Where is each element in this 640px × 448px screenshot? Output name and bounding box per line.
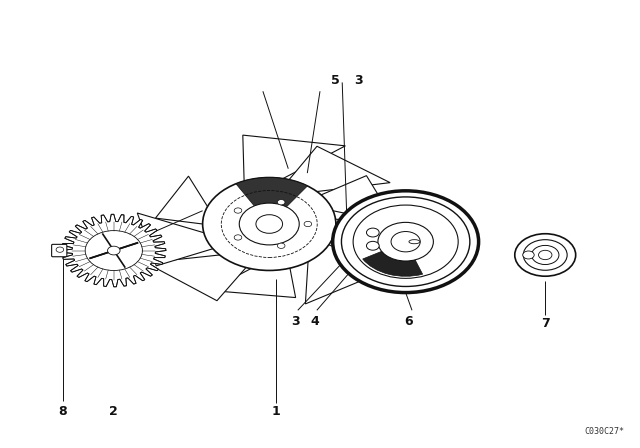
Circle shape (234, 235, 242, 240)
Text: 1: 1 (271, 405, 280, 418)
Circle shape (256, 215, 283, 233)
Polygon shape (62, 214, 166, 287)
Circle shape (524, 240, 567, 270)
Polygon shape (243, 135, 346, 187)
Text: 4: 4 (310, 314, 319, 327)
Circle shape (538, 250, 552, 260)
Text: 8: 8 (59, 405, 67, 418)
Ellipse shape (409, 240, 420, 244)
Circle shape (85, 231, 143, 271)
Polygon shape (284, 146, 390, 193)
Circle shape (108, 246, 120, 255)
Circle shape (353, 205, 458, 278)
Polygon shape (138, 213, 216, 266)
Circle shape (523, 251, 534, 259)
Circle shape (532, 246, 559, 264)
Text: 3: 3 (354, 73, 362, 86)
Circle shape (239, 203, 300, 245)
Polygon shape (333, 219, 403, 275)
Circle shape (378, 222, 433, 261)
Polygon shape (210, 262, 296, 297)
Circle shape (304, 221, 312, 227)
Circle shape (367, 228, 379, 237)
Circle shape (367, 241, 379, 250)
Text: 6: 6 (404, 314, 413, 327)
Wedge shape (363, 242, 422, 276)
FancyBboxPatch shape (52, 244, 67, 257)
Polygon shape (317, 176, 396, 224)
Text: 2: 2 (109, 405, 118, 418)
Text: 3: 3 (292, 314, 300, 327)
Circle shape (277, 199, 285, 205)
Circle shape (277, 243, 285, 249)
Text: C030C27*: C030C27* (584, 427, 625, 436)
Circle shape (203, 177, 336, 271)
Circle shape (56, 247, 64, 252)
Text: 5: 5 (332, 73, 340, 86)
Wedge shape (236, 177, 307, 224)
Text: 7: 7 (541, 317, 550, 330)
Circle shape (391, 232, 420, 252)
Polygon shape (156, 176, 209, 224)
Polygon shape (305, 244, 383, 304)
Circle shape (342, 197, 470, 286)
Circle shape (333, 191, 479, 293)
Circle shape (234, 208, 242, 213)
Polygon shape (146, 254, 251, 301)
Circle shape (515, 234, 576, 276)
